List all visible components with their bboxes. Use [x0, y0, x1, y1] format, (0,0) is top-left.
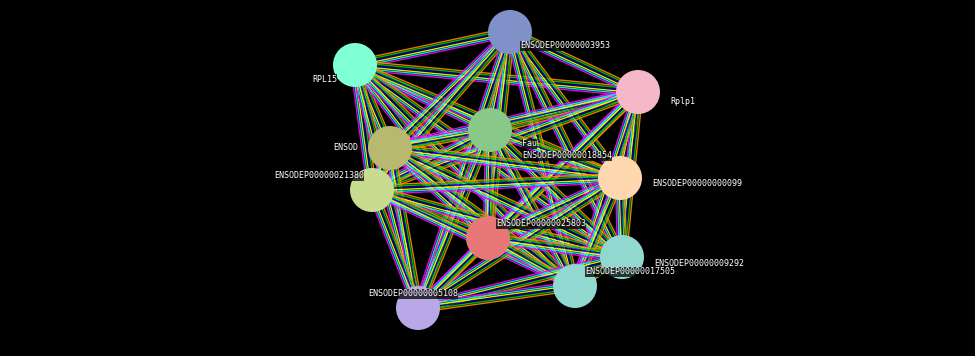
Circle shape: [598, 156, 642, 200]
Text: ENSODEP00000009292: ENSODEP00000009292: [654, 258, 744, 267]
Circle shape: [466, 216, 510, 260]
Circle shape: [333, 43, 377, 87]
Circle shape: [350, 168, 394, 212]
Text: Rplp1: Rplp1: [670, 98, 695, 106]
Circle shape: [616, 70, 660, 114]
Text: ENSODEP00000018854: ENSODEP00000018854: [522, 152, 612, 161]
Text: ENSODEP00000017505: ENSODEP00000017505: [585, 267, 675, 277]
Circle shape: [468, 108, 512, 152]
Circle shape: [600, 235, 644, 279]
Text: Fau: Fau: [522, 140, 537, 148]
Text: ENSODEP00000025803: ENSODEP00000025803: [496, 220, 586, 229]
Text: ENSOD: ENSOD: [333, 143, 358, 152]
Text: RPL15: RPL15: [312, 74, 337, 84]
Text: ENSODEP00000005108: ENSODEP00000005108: [368, 289, 458, 298]
Text: ENSODEP00000003953: ENSODEP00000003953: [520, 42, 610, 51]
Circle shape: [553, 264, 597, 308]
Text: ENSODEP00000000099: ENSODEP00000000099: [652, 179, 742, 188]
Text: ENSODEP00000021380: ENSODEP00000021380: [274, 172, 364, 180]
Circle shape: [368, 126, 412, 170]
Circle shape: [488, 10, 532, 54]
Circle shape: [396, 286, 440, 330]
